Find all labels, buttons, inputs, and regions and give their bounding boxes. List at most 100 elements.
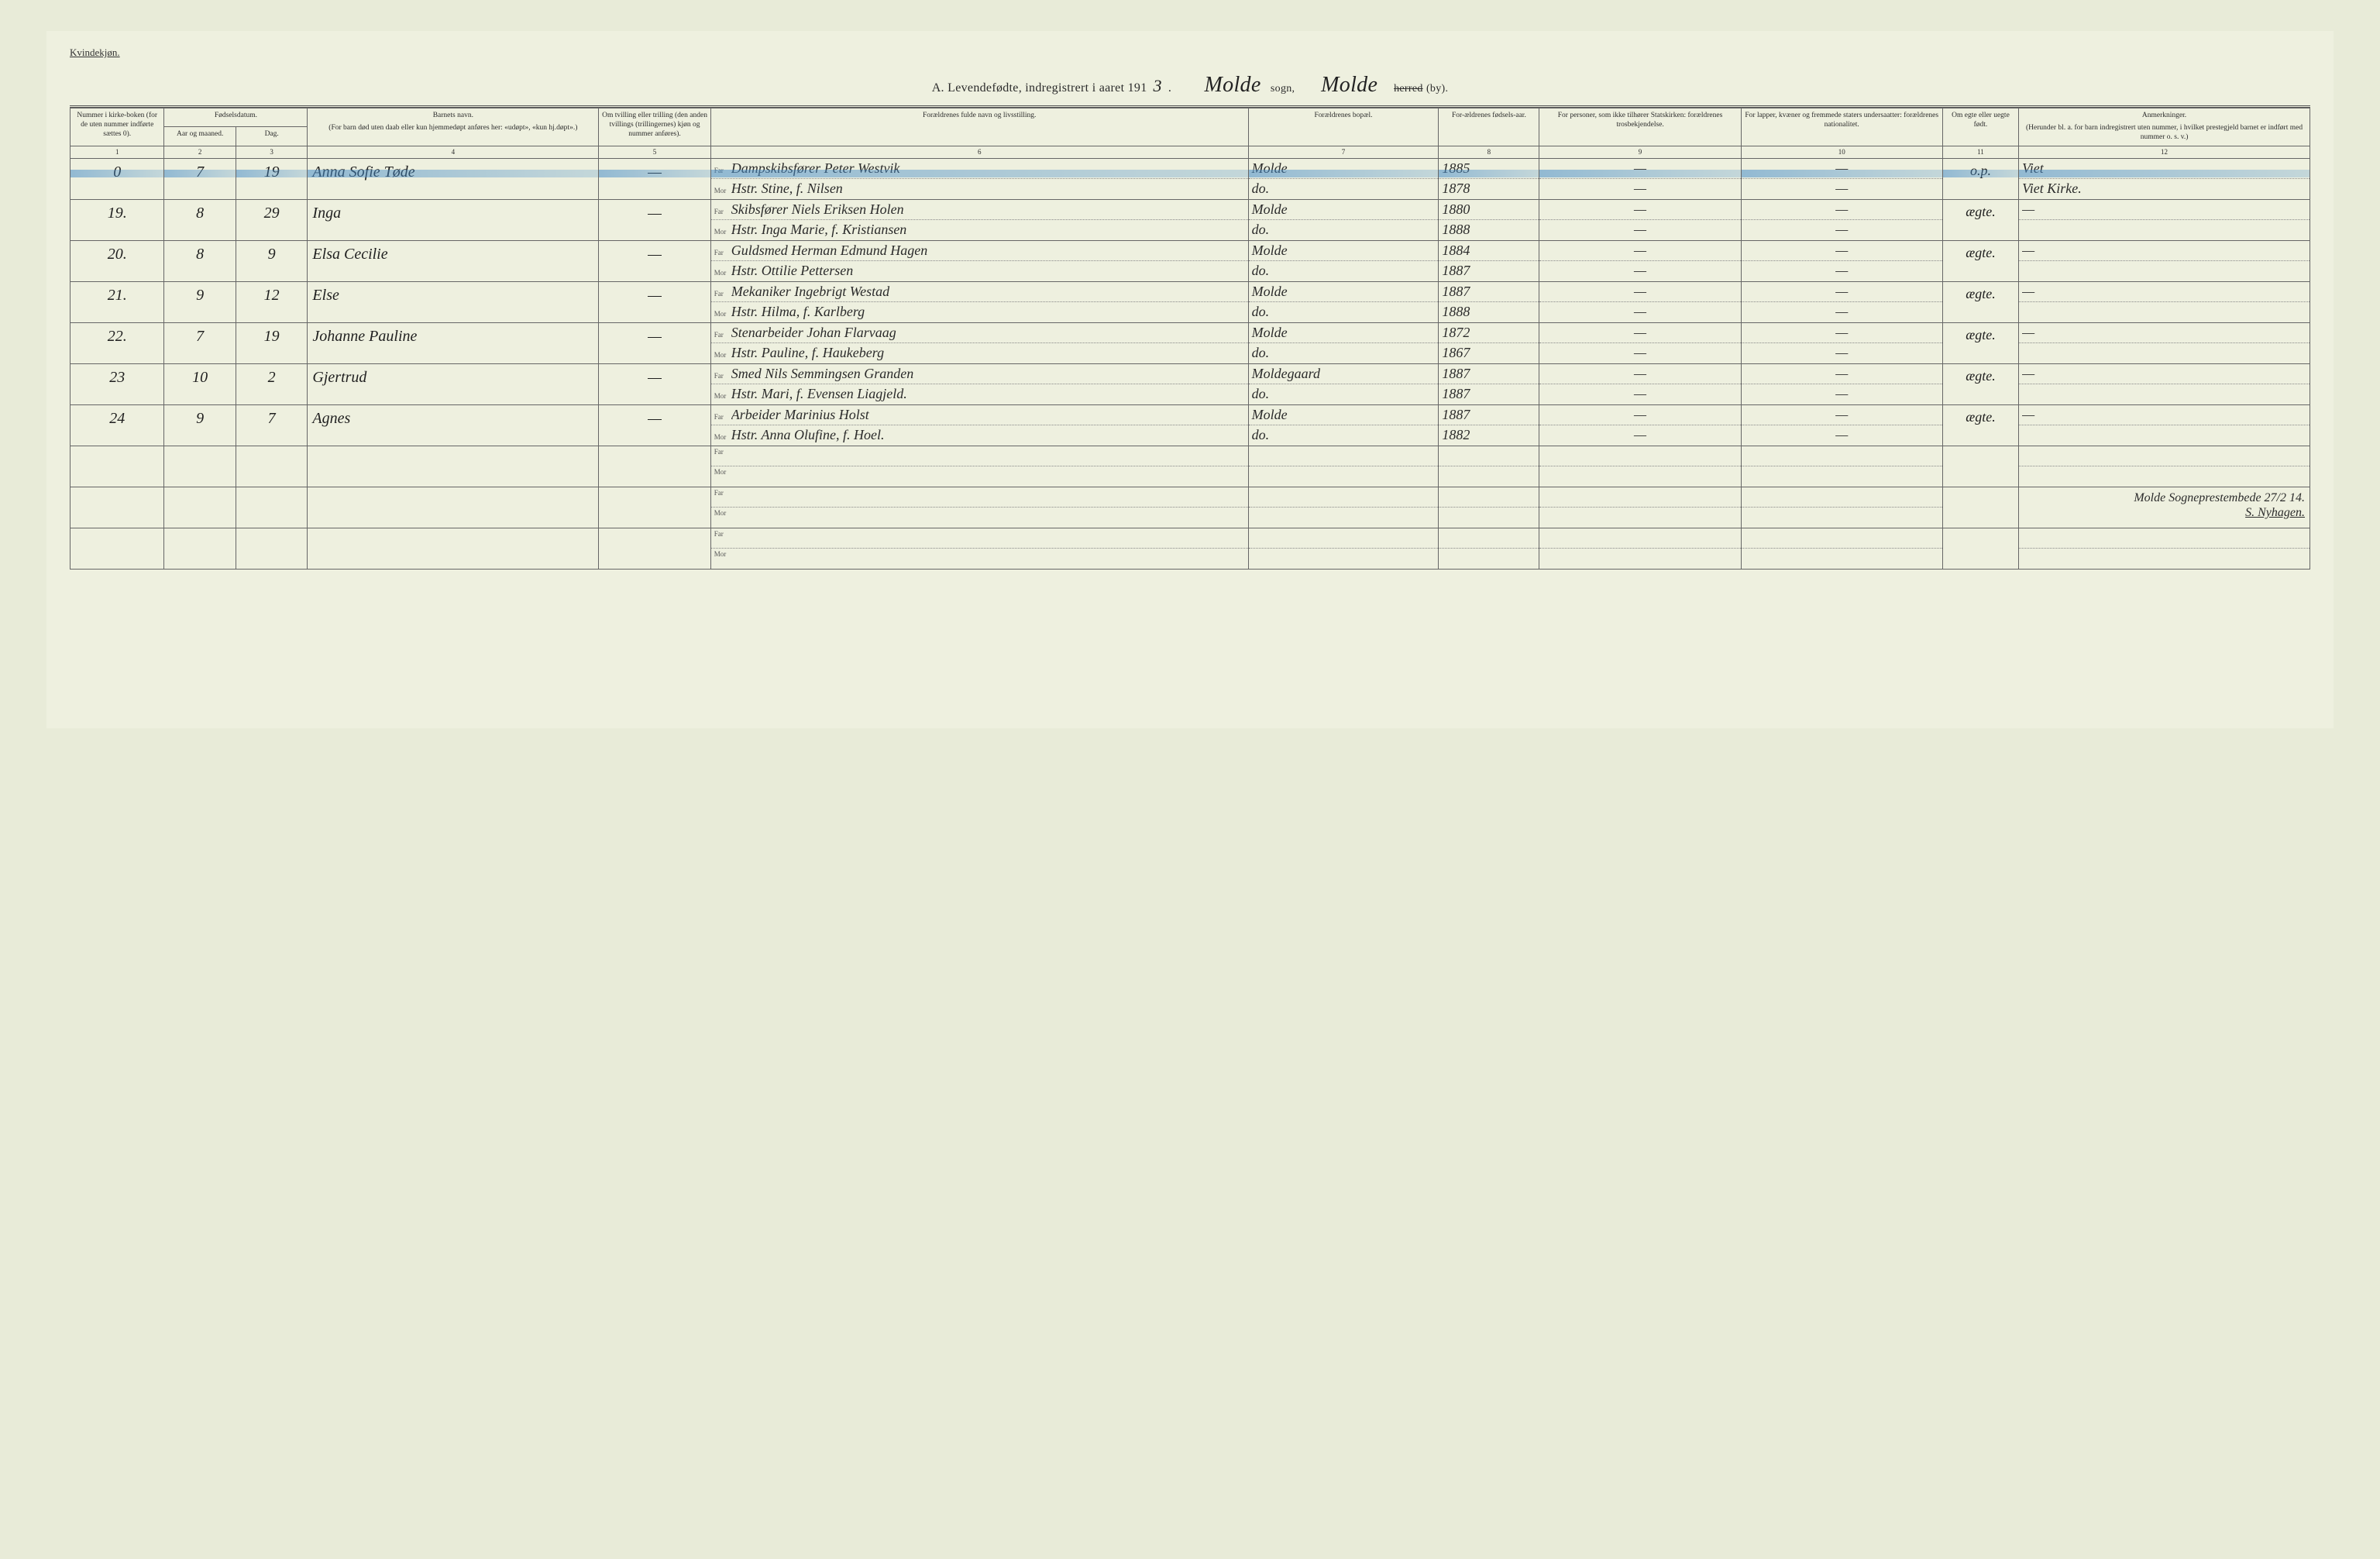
cell-line <box>1439 487 1539 508</box>
cell-value: 7 <box>164 159 236 185</box>
remark-line: — <box>2019 282 2309 302</box>
cell-line <box>1439 508 1539 528</box>
cell-line: — <box>1539 405 1740 425</box>
col-header-4: Barnets navn. (For barn død uten daab el… <box>308 108 599 146</box>
cell-line: — <box>1539 159 1740 179</box>
remark-line <box>2019 466 2309 487</box>
cell-line <box>1539 466 1740 487</box>
mor-text: Hstr. Anna Olufine, f. Hoel. <box>731 425 886 445</box>
register-table: Nummer i kirke-boken (for de uten nummer… <box>70 108 2310 570</box>
cell-line: — <box>1539 282 1740 302</box>
cell-value: ægte. <box>1943 323 2018 348</box>
far-text <box>731 533 733 536</box>
col-header-7: Forældrenes bopæl. <box>1248 108 1439 146</box>
far-label: Far <box>711 446 731 456</box>
cell-value: 7 <box>236 405 308 432</box>
child-name <box>308 487 598 497</box>
far-text <box>731 451 733 454</box>
cell-value <box>164 528 236 538</box>
cell-value <box>71 528 163 538</box>
cell-value <box>1943 446 2018 456</box>
cell-value <box>599 446 710 456</box>
cell-value: 9 <box>164 282 236 308</box>
cell-line: do. <box>1249 425 1439 446</box>
cell-line <box>1249 508 1439 528</box>
cell-line <box>1742 508 1942 528</box>
cell-value: — <box>599 405 710 432</box>
cell-line <box>1249 446 1439 466</box>
cell-value <box>164 446 236 456</box>
cell-value: 0 <box>71 159 163 185</box>
mor-text: Hstr. Mari, f. Evensen Liagjeld. <box>731 384 909 404</box>
col-header-3: Dag. <box>236 127 308 146</box>
cell-line: do. <box>1249 261 1439 281</box>
child-name <box>308 446 598 456</box>
table-row: 21.912Else—FarMekaniker Ingebrigt Westad… <box>71 281 2310 322</box>
cell-value: 19. <box>71 200 163 226</box>
child-name <box>308 528 598 538</box>
cell-line <box>1539 487 1740 508</box>
mor-label: Mor <box>711 226 731 236</box>
cell-line <box>1742 528 1942 549</box>
cell-line: Molde <box>1249 200 1439 220</box>
colnum-11: 11 <box>1942 146 2018 158</box>
cell-line: Moldegaard <box>1249 364 1439 384</box>
child-name: Anna Sofie Tøde <box>308 159 598 185</box>
col-header-12b: (Herunder bl. a. for barn indregistrert … <box>2021 124 2307 143</box>
cell-value: ægte. <box>1943 364 2018 389</box>
cell-value: — <box>599 364 710 391</box>
cell-line: — <box>1742 179 1942 199</box>
cell-value: 20. <box>71 241 163 267</box>
cell-value: 29 <box>236 200 308 226</box>
cell-value <box>236 446 308 456</box>
cell-value: ægte. <box>1943 282 2018 307</box>
colnum-12: 12 <box>2019 146 2310 158</box>
mor-label: Mor <box>711 349 731 359</box>
signature-line: S. Nyhagen. <box>2024 505 2305 520</box>
far-label: Far <box>711 487 731 497</box>
cell-value <box>1943 528 2018 538</box>
cell-line: — <box>1742 302 1942 322</box>
cell-line: do. <box>1249 302 1439 322</box>
cell-line: — <box>1742 405 1942 425</box>
far-text: Mekaniker Ingebrigt Westad <box>731 282 891 301</box>
col-header-2a: Fødselsdatum. <box>164 108 308 127</box>
colnum-6: 6 <box>710 146 1248 158</box>
table-row: FarMorMolde Sogneprestembede 27/2 14.S. … <box>71 487 2310 528</box>
child-name: Elsa Cecilie <box>308 241 598 267</box>
col-header-11: Om egte eller uegte født. <box>1942 108 2018 146</box>
cell-line: — <box>1539 241 1740 261</box>
far-text: Guldsmed Herman Edmund Hagen <box>731 241 929 260</box>
cell-line: — <box>1742 425 1942 446</box>
table-row: 0719Anna Sofie Tøde—FarDampskibsfører Pe… <box>71 158 2310 199</box>
cell-line: 1888 <box>1439 302 1539 322</box>
colnum-8: 8 <box>1439 146 1539 158</box>
far-text: Arbeider Marinius Holst <box>731 405 871 425</box>
remark-line <box>2019 446 2309 466</box>
cell-line <box>1539 528 1740 549</box>
child-name: Johanne Pauline <box>308 323 598 349</box>
far-label: Far <box>711 206 731 215</box>
cell-value <box>164 487 236 497</box>
cell-line <box>1439 446 1539 466</box>
cell-value: 9 <box>164 405 236 432</box>
cell-line: — <box>1742 159 1942 179</box>
cell-line: 1887 <box>1439 384 1539 404</box>
cell-line: — <box>1539 343 1740 363</box>
cell-line: — <box>1539 200 1740 220</box>
colnum-10: 10 <box>1741 146 1942 158</box>
remark-line: Viet <box>2019 159 2309 179</box>
cell-line: — <box>1539 425 1740 446</box>
cell-value: ægte. <box>1943 241 2018 266</box>
sogn-label: sogn, <box>1271 83 1295 95</box>
cell-value: 24 <box>71 405 163 432</box>
mor-text <box>731 553 733 556</box>
cell-line <box>1742 549 1942 569</box>
remark-line <box>2019 528 2309 549</box>
colnum-5: 5 <box>599 146 711 158</box>
mor-label: Mor <box>711 432 731 441</box>
cell-line <box>1439 549 1539 569</box>
col-header-12: Anmerkninger. (Herunder bl. a. for barn … <box>2019 108 2310 146</box>
table-body: 0719Anna Sofie Tøde—FarDampskibsfører Pe… <box>71 158 2310 569</box>
cell-line: 1878 <box>1439 179 1539 199</box>
